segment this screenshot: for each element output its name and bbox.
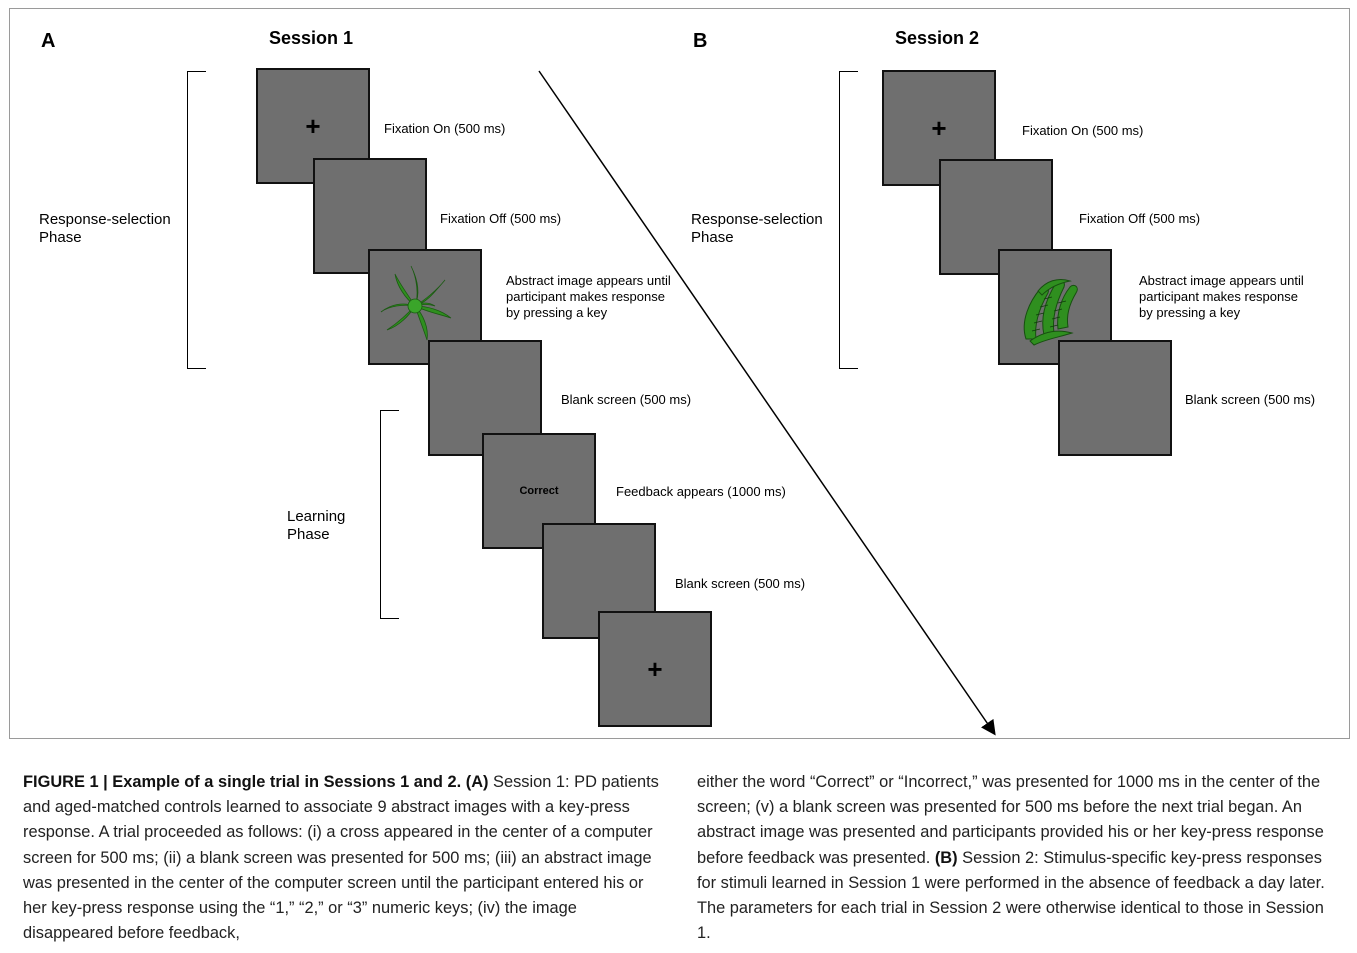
abstract-star-image: [380, 265, 452, 341]
caption-a-ref: (A): [465, 773, 489, 791]
fixation-cross-next: +: [647, 654, 663, 684]
response-phase-label-a: Response-selection Phase: [39, 211, 171, 246]
screen-abstract-image-b: [998, 249, 1112, 365]
screen-blank-b: [1058, 340, 1172, 456]
label-abstract-image-b-text: Abstract image appears until participant…: [1139, 273, 1304, 320]
caption-a-text: Session 1: PD patients and aged-matched …: [23, 773, 659, 943]
response-phase-bracket-a: [187, 71, 206, 369]
label-feedback: Feedback appears (1000 ms): [616, 484, 786, 499]
caption-a-continued: either the word “Correct” or “Incorrect,…: [697, 773, 1324, 867]
caption-column-right: either the word “Correct” or “Incorrect,…: [697, 770, 1342, 946]
divider-arrow: [538, 70, 996, 736]
abstract-ribbon-image: [1023, 278, 1078, 346]
caption-heading: FIGURE 1 | Example of a single trial in …: [23, 773, 462, 791]
label-blank-2-a: Blank screen (500 ms): [675, 576, 806, 591]
label-abstract-image-b: Abstract image appears until participant…: [1139, 273, 1314, 321]
learning-phase-bracket: [380, 410, 399, 619]
panel-a-letter: A: [41, 30, 56, 52]
panel-b-letter: B: [693, 30, 708, 52]
fixation-cross: +: [305, 111, 321, 141]
feedback-word: Correct: [519, 485, 559, 497]
fixation-cross-b: +: [931, 113, 947, 143]
label-fixation-off-a: Fixation Off (500 ms): [440, 211, 562, 226]
label-fixation-off-b: Fixation Off (500 ms): [1079, 211, 1201, 226]
panel-a-title: Session 1: [269, 28, 354, 48]
figure-panel: A Session 1 Response-selection Phase Lea…: [9, 8, 1350, 739]
caption-column-left: FIGURE 1 | Example of a single trial in …: [23, 770, 668, 946]
screen-next-fixation: +: [598, 611, 712, 727]
caption-text-left: FIGURE 1 | Example of a single trial in …: [23, 770, 668, 946]
caption-b-text: Session 2: Stimulus-specific key-press r…: [697, 848, 1325, 943]
label-fixation-on-a: Fixation On (500 ms): [384, 121, 506, 136]
figure-caption: FIGURE 1 | Example of a single trial in …: [23, 770, 1343, 950]
label-blank-a: Blank screen (500 ms): [561, 392, 692, 407]
learning-phase-label: Learning Phase: [287, 508, 346, 543]
response-phase-bracket-b: [839, 71, 858, 369]
caption-text-right: either the word “Correct” or “Incorrect,…: [697, 770, 1342, 946]
screen-abstract-image-a: [368, 249, 482, 365]
label-blank-b: Blank screen (500 ms): [1185, 392, 1316, 407]
label-fixation-on-b: Fixation On (500 ms): [1022, 123, 1144, 138]
panel-b-title: Session 2: [895, 28, 980, 48]
response-phase-label-b: Response-selection Phase: [691, 211, 823, 246]
caption-b-ref: (B): [934, 848, 958, 867]
label-abstract-image-a-text: Abstract image appears until participant…: [506, 273, 671, 320]
label-abstract-image-a: Abstract image appears until participant…: [506, 273, 681, 321]
